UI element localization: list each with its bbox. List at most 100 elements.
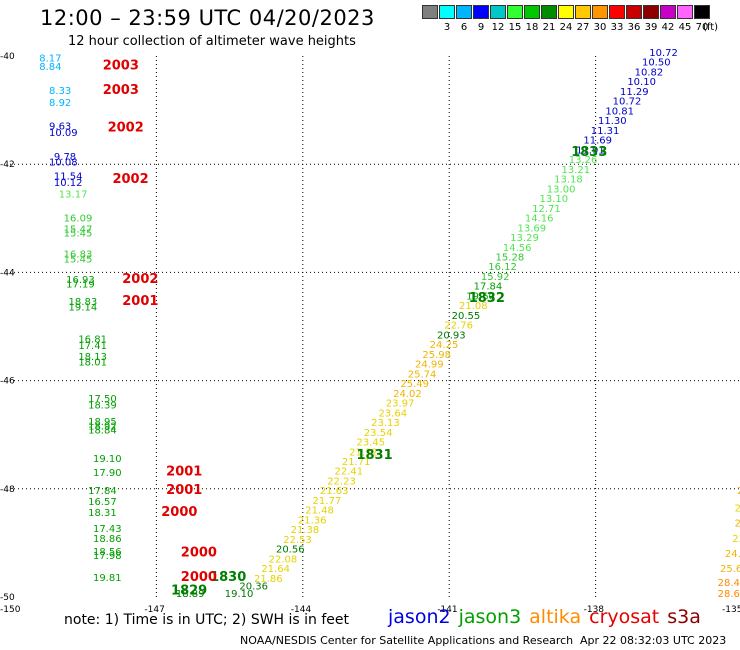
pass-time-label: 2003: [103, 83, 139, 98]
swh-value: 25.74: [408, 369, 437, 380]
swh-value: 21.48: [305, 506, 334, 517]
map-subtitle: 12 hour collection of altimeter wave hei…: [68, 34, 356, 49]
legend-label: 27: [576, 22, 590, 33]
lon-tick-label: -135: [722, 605, 740, 615]
swh-value: 25.4: [735, 519, 740, 530]
swh-value: 13.17: [59, 190, 88, 201]
swh-value: 23.97: [386, 399, 415, 410]
swh-value: 21.63: [320, 486, 349, 497]
legend-label: 39: [644, 22, 658, 33]
swh-value: 21.77: [313, 496, 342, 507]
pass-time-label: 1831: [356, 448, 392, 463]
swh-value: 24.6: [737, 486, 740, 497]
swh-value: 21.71: [342, 457, 371, 468]
swh-value: 10.82: [635, 67, 664, 78]
swh-value: 11.69: [583, 136, 612, 147]
legend-label: 18: [525, 22, 539, 33]
swh-value: 16.81: [78, 335, 107, 346]
pass-time-label: 2000: [181, 545, 217, 560]
swh-value: 24.25: [430, 340, 459, 351]
swh-value: 16.57: [88, 497, 117, 508]
satellite-label: altika: [529, 606, 582, 628]
pass-time-label: 1830: [210, 570, 246, 585]
pass-time-label: 2001: [166, 483, 202, 498]
swh-value: 18.84: [88, 426, 117, 437]
credit-line: NOAA/NESDIS Center for Satellite Applica…: [240, 634, 574, 647]
legend-label: 21: [542, 22, 556, 33]
swh-value: 18.95: [88, 417, 117, 428]
swh-value: 10.12: [54, 178, 83, 189]
swh-value: 9.78: [54, 152, 76, 163]
swh-value: 23.13: [371, 418, 400, 429]
swh-value: 23.45: [356, 438, 385, 449]
swh-value: 21.32: [349, 447, 378, 458]
pass-time-label: 2001: [166, 464, 202, 479]
legend-swatch: [626, 5, 642, 19]
swh-value: 20.36: [239, 581, 268, 592]
pass-time-label: 2003: [103, 59, 139, 74]
swh-value: 23.6: [732, 534, 740, 545]
lon-tick-label: -138: [584, 605, 605, 615]
swh-value: 8.33: [49, 86, 71, 97]
swh-value: 13.18: [554, 175, 583, 186]
swh-value: 18.86: [93, 534, 122, 545]
swh-value: 18.92: [88, 421, 117, 432]
swh-value: 21.08: [459, 301, 488, 312]
pass-time-label: 2000: [181, 570, 217, 585]
swh-value: 25.49: [400, 379, 429, 390]
swh-value: 21.86: [254, 574, 283, 585]
pass-time-label: 1833: [571, 145, 607, 160]
legend-swatch: [558, 5, 574, 19]
swh-value: 13.26: [569, 155, 598, 166]
generated-timestamp: Apr 22 08:32:03 UTC 2023: [580, 634, 727, 647]
swh-value: 10.72: [613, 97, 642, 108]
swh-value: 23.: [735, 504, 740, 515]
swh-value: 17.41: [78, 341, 107, 352]
swh-value: 28.46: [718, 578, 740, 589]
swh-value: 15.28: [496, 252, 525, 263]
swh-value: 20.93: [437, 330, 466, 341]
pass-time-label: 1832: [469, 291, 505, 306]
swh-value: 10.81: [605, 106, 634, 117]
legend-unit: (ft): [703, 22, 719, 33]
swh-value: 22.53: [283, 535, 312, 546]
swh-value: 17.98: [93, 551, 122, 562]
legend-swatch: [660, 5, 676, 19]
lat-tick-label: -40: [0, 52, 15, 62]
swh-value: 22.41: [335, 467, 364, 478]
swh-value: 18.31: [88, 508, 117, 519]
pass-time-label: 2001: [122, 294, 158, 309]
swh-value: 24.56: [725, 549, 740, 560]
legend-swatch: [490, 5, 506, 19]
swh-value: 11.30: [598, 116, 627, 127]
legend-label: 45: [678, 22, 692, 33]
swh-value: 11.91: [576, 145, 605, 156]
swh-value: 11.54: [54, 171, 83, 182]
satellite-label: jason2: [388, 606, 451, 628]
swh-value: 16.09: [64, 214, 93, 225]
lat-tick-label: -50: [0, 593, 15, 603]
legend-swatch: [677, 5, 693, 19]
swh-value: 16.12: [488, 262, 517, 273]
pass-time-label: 1829: [171, 583, 207, 598]
swh-value: 16.93: [66, 275, 95, 286]
legend-label: 33: [610, 22, 624, 33]
swh-value: 16.83: [64, 249, 93, 260]
swh-value: 17.90: [93, 468, 122, 479]
legend-label: 24: [559, 22, 573, 33]
swh-value: 18.56: [93, 547, 122, 558]
pass-time-label: 2000: [161, 505, 197, 520]
lon-tick-label: -150: [0, 605, 21, 615]
swh-value: 21.36: [298, 515, 327, 526]
legend-swatch: [524, 5, 540, 19]
lat-tick-label: -44: [0, 268, 15, 278]
swh-value: 8.92: [49, 98, 71, 109]
swh-value: 11.29: [620, 87, 649, 98]
swh-value: 20.55: [452, 311, 481, 322]
legend-swatch: [541, 5, 557, 19]
swh-value: 10.10: [627, 77, 656, 88]
pass-time-label: 2002: [108, 121, 144, 136]
swh-value: 19.81: [93, 573, 122, 584]
swh-value: 13.29: [510, 233, 539, 244]
satellite-label: s3a: [667, 606, 701, 628]
